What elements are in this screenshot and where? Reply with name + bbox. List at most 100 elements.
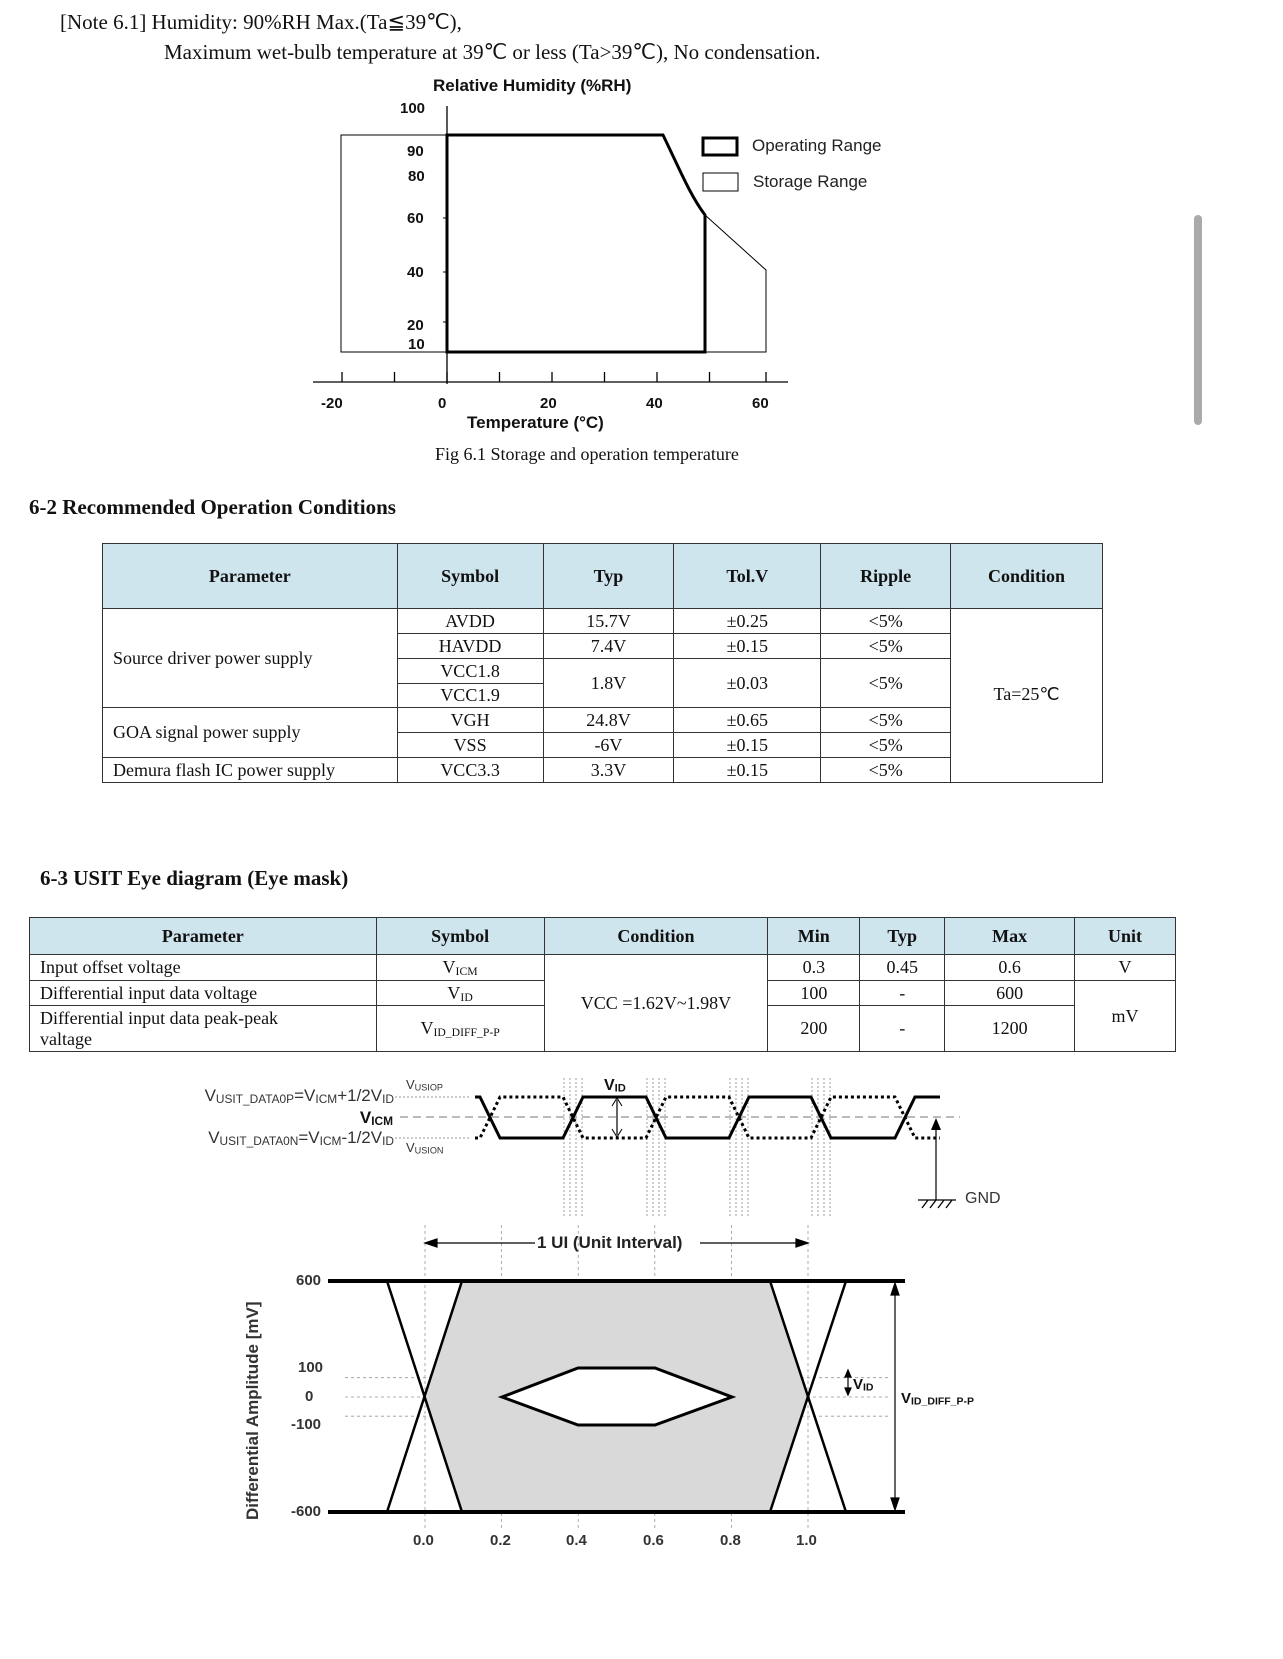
cell: mV [1074, 980, 1176, 1052]
cell: ±0.15 [673, 732, 822, 758]
cell: 1200 [944, 1005, 1076, 1052]
table-row: Source driver power supply AVDD 15.7V ±0… [102, 608, 1103, 783]
header-tol: Tol.V [673, 543, 822, 609]
cell: <5% [820, 608, 952, 634]
x-tick: 40 [646, 395, 663, 412]
label-part: USION [414, 1145, 444, 1156]
condition-cell: Ta=25℃ [950, 608, 1103, 783]
eye-mask-table: Parameter Symbol Condition Min Typ Max U… [29, 917, 1176, 1052]
label-part: ID [382, 1133, 394, 1148]
label-part: V [901, 1390, 912, 1407]
cell-symbol: VID_DIFF_P-P [375, 1005, 545, 1052]
eye-y-axis-title: Differential Amplitude [mV] [243, 1301, 262, 1521]
vusiop-label: VUSIOP [406, 1077, 443, 1092]
cell: <5% [820, 757, 952, 783]
label-part: ICM [315, 1091, 338, 1106]
y-tick: 10 [408, 336, 425, 353]
cell: VCC1.9 [396, 683, 544, 708]
label-part: V [204, 1086, 216, 1105]
note-line-1: [Note 6.1] Humidity: 90%RH Max.(Ta≦39℃), [60, 10, 462, 34]
legend-storage: Storage Range [753, 172, 868, 191]
label-part: ICM [319, 1133, 342, 1148]
cell: <5% [820, 658, 952, 708]
cell: <5% [820, 732, 952, 758]
eye-diagram [328, 1225, 905, 1530]
header-unit: Unit [1074, 917, 1176, 955]
symbol-main: V [420, 1018, 434, 1038]
header-max: Max [944, 917, 1076, 955]
ground-icon [918, 1199, 956, 1209]
vusion-label: VUSION [406, 1140, 443, 1155]
vertical-scrollbar[interactable] [1194, 215, 1202, 425]
label-part: ID_DIFF_P-P [911, 1395, 975, 1408]
x-axis-title: Temperature (°C) [467, 413, 604, 432]
symbol-main: V [442, 957, 456, 977]
vicm-label: VICM [360, 1108, 393, 1128]
label-part: V [604, 1077, 615, 1094]
cell: 7.4V [542, 633, 675, 659]
label-part: V [853, 1376, 864, 1393]
cell: VGH [396, 707, 544, 733]
table-header: Parameter Symbol Condition Min Typ Max U… [29, 917, 1176, 955]
operating-range-area [445, 133, 707, 354]
legend-storage-swatch [702, 172, 739, 192]
label-part: ID [382, 1091, 394, 1106]
vid-pp-arrow [890, 1281, 900, 1512]
label-part: =V [298, 1128, 320, 1147]
eye-vid-label: VID [853, 1376, 874, 1394]
label-part: +1/2V [337, 1086, 383, 1105]
legend-operating-swatch [701, 136, 739, 157]
table-row: Demura flash IC power supply VCC3.3 3.3V… [102, 757, 1103, 783]
cell: 15.7V [542, 608, 675, 634]
cell: ±0.25 [673, 608, 822, 634]
ui-label: 1 UI (Unit Interval) [537, 1233, 683, 1252]
eye-x-tick: 0.0 [413, 1532, 434, 1549]
cell: 0.3 [767, 954, 861, 981]
label-part: USIT_DATA0P [215, 1091, 295, 1106]
cell: Differential input data voltage [29, 980, 377, 1006]
header-min: Min [767, 917, 861, 955]
cell: VCC3.3 [396, 757, 544, 783]
cell: - [859, 1005, 946, 1052]
header-ripple: Ripple [820, 543, 952, 609]
label-part: ID [863, 1381, 874, 1394]
x-tick: 20 [540, 395, 557, 412]
cell: 1.8V [542, 658, 675, 708]
x-tick: -20 [321, 395, 343, 412]
label-part: USIOP [414, 1082, 443, 1093]
y-tick: 40 [407, 264, 424, 281]
cell: ±0.65 [673, 707, 822, 733]
label-part: V [359, 1108, 372, 1127]
gnd-label: GND [965, 1190, 1001, 1207]
symbol-sub: ICM [455, 964, 478, 978]
header-symbol: Symbol [375, 917, 545, 955]
label-part: -1/2V [341, 1128, 383, 1147]
cell: Differential input data peak-peak valtag… [29, 1005, 377, 1052]
header-symbol: Symbol [396, 543, 544, 609]
eye-y-tick: 600 [296, 1272, 322, 1289]
cell: 100 [767, 980, 861, 1006]
eye-x-tick: 0.4 [566, 1532, 587, 1549]
cell: 24.8V [542, 707, 675, 733]
ui-arrow [423, 1238, 810, 1248]
y-tick: 20 [407, 317, 424, 334]
x-tick: 0 [438, 395, 447, 412]
y-tick: 60 [407, 210, 424, 227]
table-row: GOA signal power supply VGH 24.8V ±0.65 … [102, 707, 1103, 758]
cell: 0.6 [944, 954, 1076, 981]
header-parameter: Parameter [102, 543, 398, 609]
legend-operating: Operating Range [752, 136, 882, 155]
section-6-2-title: 6-2 Recommended Operation Conditions [29, 495, 396, 519]
label-part: V [208, 1128, 220, 1147]
cell-symbol: VID [375, 980, 545, 1006]
header-typ: Typ [542, 543, 675, 609]
vusit-data0p-label: VUSIT_DATA0P=VICM+1/2VID [205, 1086, 394, 1106]
cell: HAVDD [396, 633, 544, 659]
header-condition: Condition [950, 543, 1103, 609]
vid-small-arrow [844, 1368, 852, 1397]
vid-diff-pp-label: VID_DIFF_P-P [901, 1390, 974, 1408]
eye-y-tick: 100 [298, 1359, 324, 1376]
header-parameter: Parameter [29, 917, 377, 955]
